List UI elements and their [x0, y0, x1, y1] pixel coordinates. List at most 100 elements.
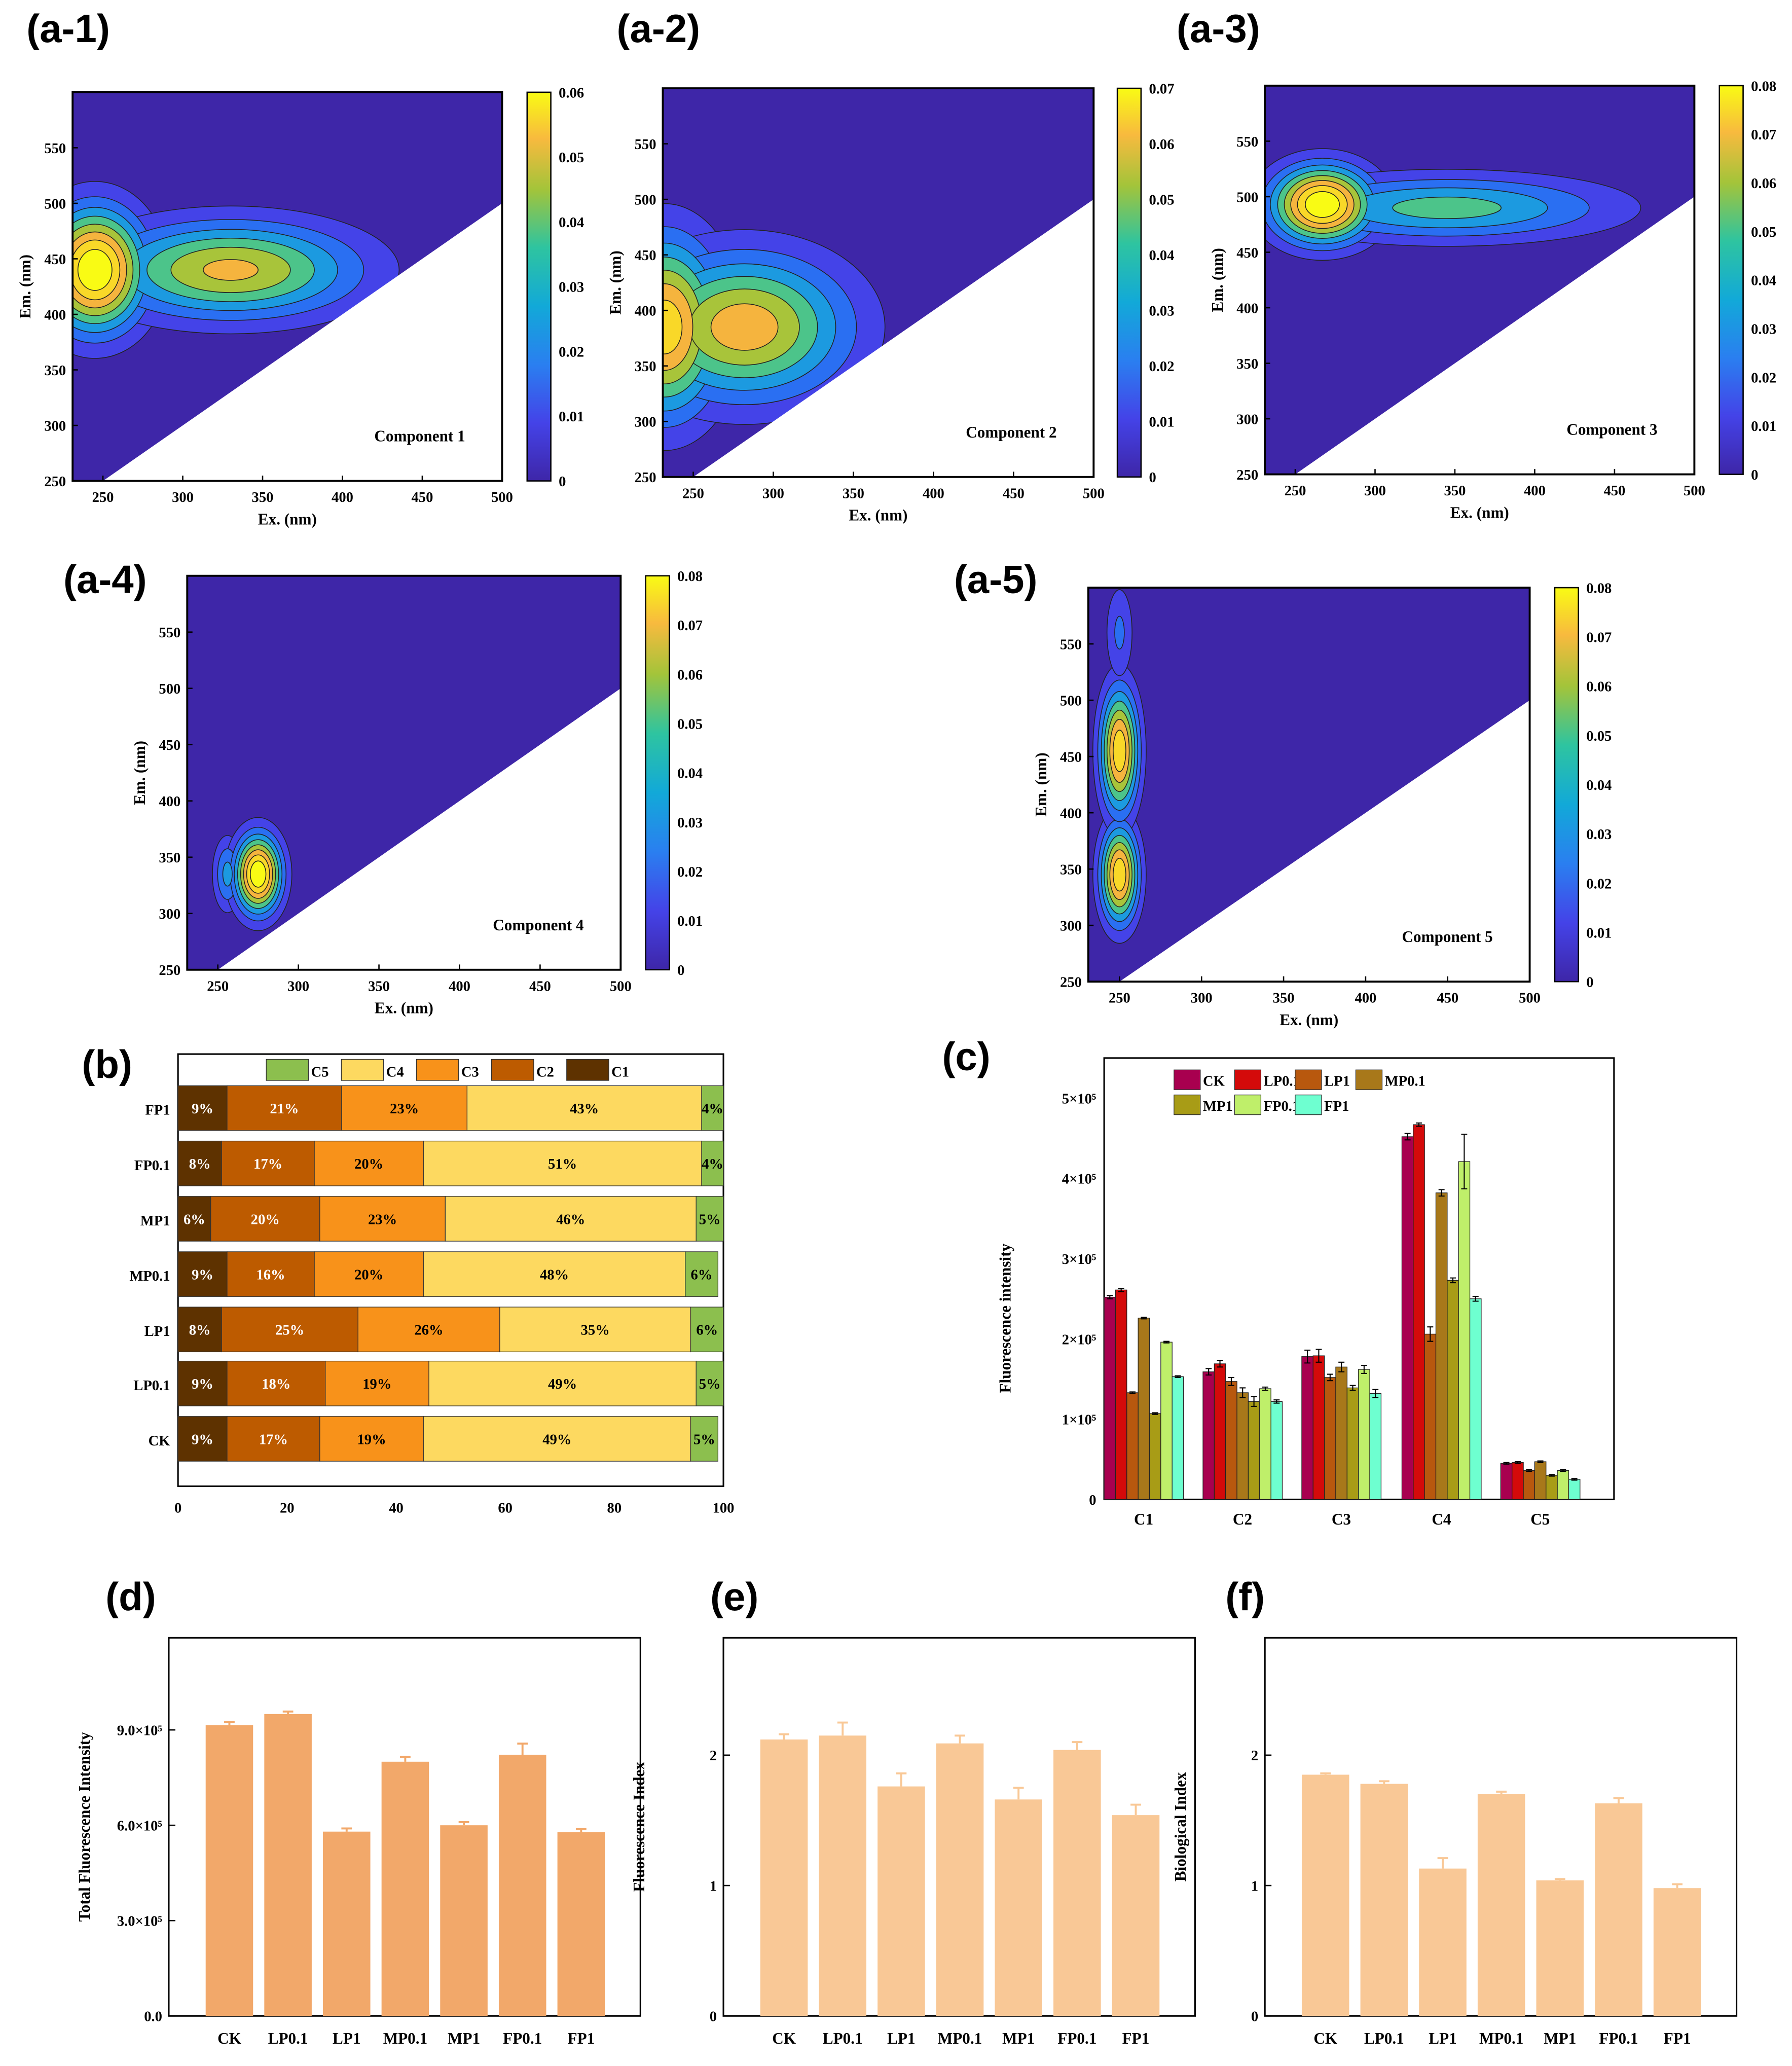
- x-tick-label: 300: [172, 490, 194, 505]
- bar-segment-C1: [177, 1416, 228, 1462]
- error-bar: [955, 1734, 965, 1744]
- error-bar: [458, 1821, 469, 1826]
- error-bar: [1526, 1469, 1532, 1472]
- bar-FP0.1-C1: [1160, 1342, 1173, 1500]
- bar-FP1-C3: [1369, 1393, 1382, 1500]
- contour-level: [1392, 196, 1502, 219]
- legend-label: LP0.1: [1264, 1073, 1300, 1089]
- contour-area: [1088, 588, 1530, 982]
- bar-LP1-C4: [1424, 1333, 1437, 1500]
- legend-label: C4: [386, 1064, 404, 1080]
- error-bar: [1554, 1878, 1565, 1880]
- category-label: LP1: [887, 2029, 915, 2047]
- category-label: C5: [1530, 1510, 1550, 1528]
- bar-MP0.1-C1: [1138, 1318, 1150, 1500]
- error-bar: [1320, 1772, 1331, 1775]
- bar-segment-C3: [341, 1085, 468, 1131]
- segment-value-label: 8%: [189, 1156, 211, 1172]
- x-tick-label: 250: [1285, 483, 1306, 499]
- segment-value-label: 43%: [570, 1101, 599, 1117]
- colorbar-tick-label: 0.01: [1586, 925, 1612, 941]
- error-bar: [1672, 1883, 1683, 1889]
- bar-segment-C2: [227, 1416, 320, 1462]
- segment-value-label: 23%: [368, 1212, 397, 1227]
- colorbar-tick-label: 0.05: [1586, 729, 1612, 744]
- colorbar-tick-label: 0.01: [1751, 419, 1776, 434]
- y-tick-label: 550: [635, 137, 656, 153]
- bar-FP0.1-C2: [1259, 1388, 1271, 1500]
- colorbar: [1554, 587, 1580, 983]
- colorbar-tick-label: 0.01: [1149, 415, 1174, 430]
- colorbar-tick-label: 0.04: [1149, 248, 1174, 264]
- y-axis-label: Em. (nm): [1209, 248, 1226, 312]
- y-tick-label: 450: [1236, 245, 1258, 261]
- panel-label: (e): [710, 1574, 758, 1619]
- bar-segment-C4: [499, 1307, 691, 1353]
- segment-value-label: 6%: [696, 1323, 718, 1338]
- y-tick-label: 350: [44, 363, 66, 379]
- bar-MP1-C4: [1447, 1280, 1459, 1500]
- bar-segment-C5: [685, 1251, 718, 1297]
- bar-MP0.1-C3: [1335, 1366, 1347, 1500]
- contour-level: [222, 861, 233, 887]
- category-label: LP0.1: [133, 1378, 170, 1394]
- error-bar: [1273, 1399, 1280, 1404]
- y-tick-label: 300: [44, 418, 66, 434]
- error-bar: [1349, 1385, 1356, 1391]
- bar-segment-C2: [227, 1251, 315, 1297]
- bar-MP0.1-C5: [1534, 1461, 1547, 1500]
- colorbar-tick-label: 0.07: [677, 618, 703, 634]
- x-tick-label: 250: [207, 978, 229, 994]
- y-tick-label: 2: [1251, 1748, 1258, 1764]
- category-label: MP1: [140, 1213, 170, 1229]
- y-tick-label: 6.0×10⁵: [117, 1819, 162, 1834]
- segment-value-label: 16%: [256, 1267, 285, 1283]
- scatter-mask: [103, 203, 502, 481]
- error-bar: [1571, 1478, 1578, 1481]
- bar-segment-C3: [314, 1251, 424, 1297]
- y-tick-label: 9.0×10⁵: [117, 1723, 162, 1739]
- bar-segment-C1: [177, 1140, 222, 1186]
- y-tick-label: 500: [635, 193, 656, 208]
- error-bar: [1228, 1376, 1234, 1386]
- bar-segment-C4: [466, 1085, 702, 1131]
- x-tick-label: 300: [287, 978, 309, 994]
- segment-value-label: 5%: [699, 1376, 721, 1392]
- legend-swatch: [266, 1059, 309, 1081]
- colorbar-tick-label: 0.04: [559, 215, 584, 231]
- error-bar: [341, 1827, 352, 1832]
- error-bar: [1327, 1373, 1333, 1382]
- legend-swatch: [1174, 1069, 1201, 1090]
- segment-value-label: 20%: [354, 1156, 383, 1172]
- bar-CK: [205, 1725, 253, 2016]
- category-label: MP1: [1002, 2029, 1035, 2047]
- contour-level: [77, 249, 113, 291]
- stacked-bar-panel: (b) C5 C4 C3 C2 C1 FP1 9% 21% 23% 43% 4% FP0.1 8% 17% 2…: [82, 1042, 734, 1516]
- category-label: LP1: [1429, 2029, 1456, 2047]
- component-title: Component 1: [374, 427, 465, 445]
- category-label: MP1: [1544, 2029, 1576, 2047]
- error-bar: [1378, 1780, 1389, 1784]
- y-tick-label: 400: [635, 304, 656, 319]
- bar-segment-C5: [690, 1307, 724, 1353]
- bar-LP0.1-C2: [1214, 1363, 1226, 1500]
- plot-frame: [1264, 84, 1696, 476]
- bar-MP0.1-C4: [1435, 1192, 1448, 1500]
- colorbar-tick-label: 0.06: [1149, 137, 1174, 153]
- error-bar: [1427, 1326, 1434, 1342]
- category-label: FP1: [568, 2029, 595, 2047]
- bar-LP1-C1: [1126, 1392, 1139, 1500]
- error-bar: [896, 1772, 907, 1787]
- y-tick-label: 500: [44, 196, 66, 212]
- error-bar: [1560, 1469, 1566, 1472]
- y-tick-label: 550: [159, 625, 180, 641]
- legend-label: FP0.1: [1264, 1099, 1300, 1114]
- bar-segment-C1: [177, 1196, 211, 1242]
- segment-value-label: 4%: [702, 1156, 723, 1172]
- colorbar-tick-label: 0.04: [1751, 273, 1776, 289]
- y-tick-label: 550: [44, 141, 66, 157]
- error-bar: [1537, 1460, 1544, 1463]
- bar-FP1: [1653, 1888, 1701, 2016]
- category-label: C1: [1134, 1510, 1153, 1528]
- panel-label: (a-5): [954, 557, 1038, 601]
